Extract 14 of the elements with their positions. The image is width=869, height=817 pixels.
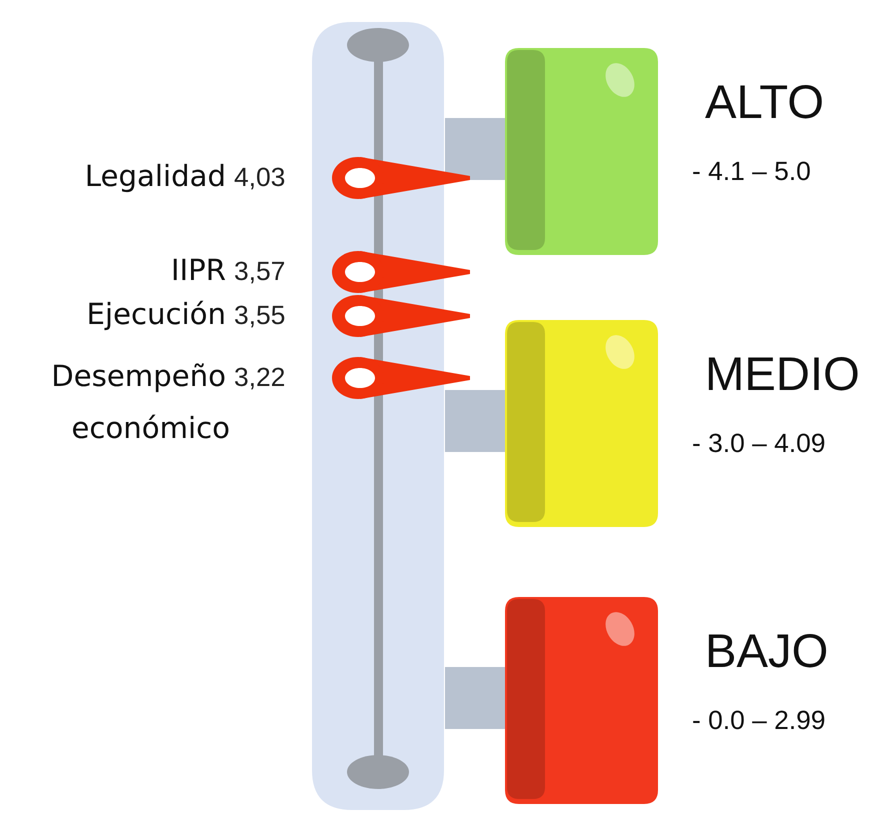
data-label: 3,55 xyxy=(235,306,284,328)
category-label: Desempeño económico xyxy=(54,363,228,438)
category-label: Legalidad xyxy=(88,164,224,192)
category-label: Ejecución xyxy=(89,300,224,330)
category-label: IIPR xyxy=(174,258,226,280)
text: - 3.0 – 4.09 xyxy=(693,434,824,452)
data-label: 3,57 xyxy=(235,262,284,284)
data-label: 4,03 xyxy=(234,168,284,190)
text: ALTO xyxy=(705,85,822,118)
text: - 4.1 – 5.0 xyxy=(693,162,810,180)
text: - 0.0 – 2.99 xyxy=(693,710,824,730)
data-label: 3,22 xyxy=(235,368,284,390)
text: MEDIO xyxy=(708,357,858,390)
text: BAJO xyxy=(708,634,826,668)
